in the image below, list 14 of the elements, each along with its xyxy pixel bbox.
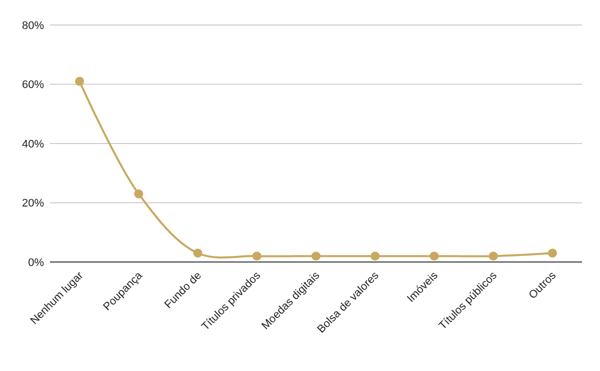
y-tick-label: 40% [22,138,44,150]
point [134,189,144,198]
y-tick-label: 0% [28,256,44,269]
point [75,76,84,86]
y-tick-label: 20% [22,198,44,210]
point [312,252,320,261]
point [430,252,439,261]
point [548,248,557,258]
point [252,252,262,261]
point [488,252,498,261]
y-tick-label: 80% [22,20,44,32]
point [193,248,202,258]
point [370,252,380,261]
y-tick-label: 60% [22,79,44,92]
